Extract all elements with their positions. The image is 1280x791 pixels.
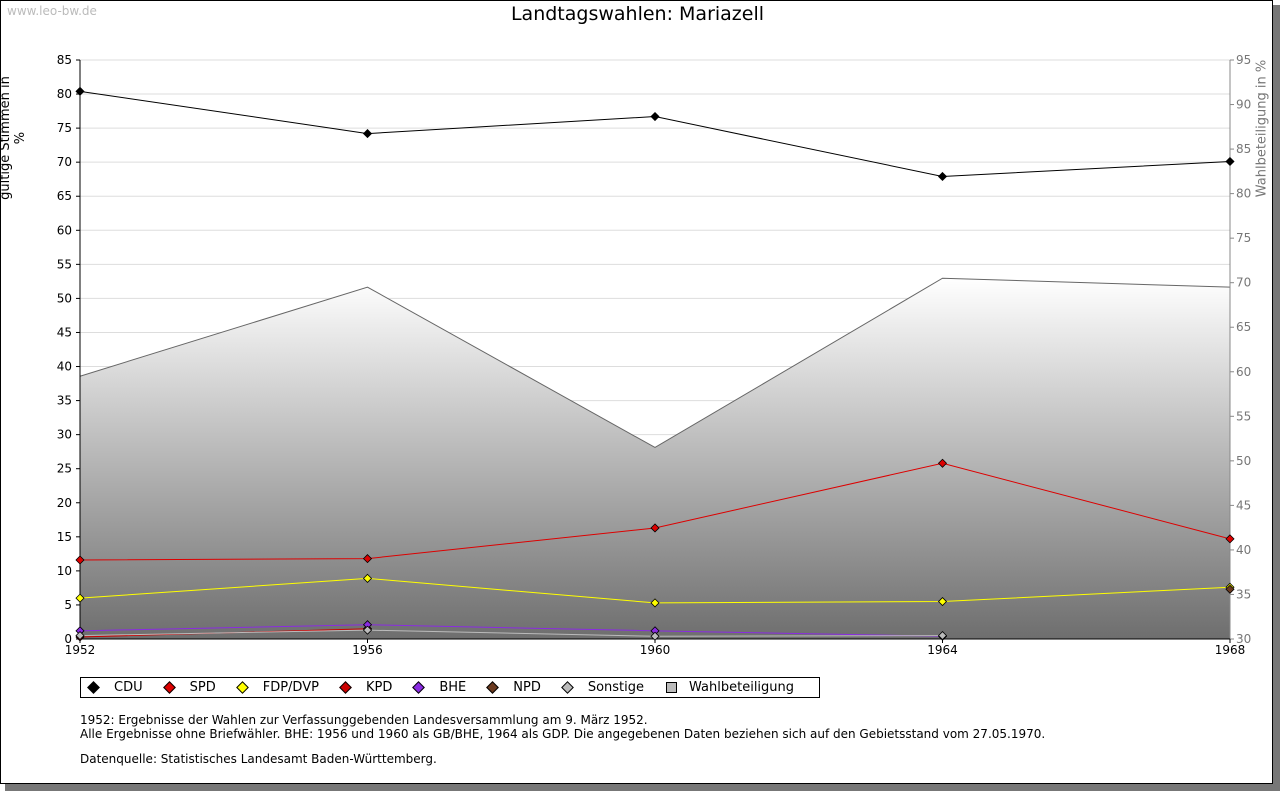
data-point-sonstige — [650, 631, 660, 641]
data-point-sonstige — [362, 625, 373, 635]
y-tick-label-left: 60 — [57, 223, 72, 237]
legend-marker-cdu — [87, 681, 100, 694]
y-tick-label-right: 85 — [1236, 142, 1251, 156]
legend-item-wahlbeteiligung: Wahlbeteiligung — [666, 680, 794, 695]
data-point-fdp-dvp — [362, 573, 373, 583]
y-tick-label-left: 70 — [57, 155, 72, 169]
y-tick-label-left: 5 — [64, 598, 72, 612]
series-line-cdu — [79, 90, 1231, 177]
y-tick-label-left: 55 — [57, 257, 72, 271]
data-point-sonstige — [937, 631, 948, 641]
y-tick-label-left: 40 — [57, 360, 72, 374]
turnout-line — [79, 277, 1231, 449]
y-tick-label-right: 60 — [1236, 365, 1251, 379]
data-point-fdp-dvp — [650, 598, 660, 608]
data-point-cdu — [75, 86, 85, 96]
footnote-line-2: Alle Ergebnisse ohne Briefwähler. BHE: 1… — [80, 727, 1046, 741]
y-tick-label-right: 90 — [1236, 98, 1251, 112]
legend-label-sonstige: Sonstige — [587, 680, 645, 695]
footnotes: 1952: Ergebnisse der Wahlen zur Verfassu… — [80, 713, 1045, 741]
series-line-sonstige — [79, 629, 943, 637]
y-tick-label-left: 30 — [57, 428, 72, 442]
data-point-npd — [1225, 584, 1235, 594]
legend-label-kpd: KPD — [365, 680, 393, 695]
frame-shadow-right — [1273, 5, 1280, 791]
legend-label-wahlbeteiligung: Wahlbeteiligung — [689, 680, 795, 695]
y-tick-label-right: 35 — [1236, 587, 1251, 601]
y-tick-label-right: 40 — [1236, 543, 1251, 557]
legend-label-bhe: BHE — [439, 680, 467, 695]
series-line-bhe — [79, 624, 943, 637]
y-tick-label-left: 75 — [57, 121, 72, 135]
y-tick-label-left: 80 — [57, 87, 72, 101]
x-tick-label: 1952 — [65, 643, 96, 657]
y-tick-label-right: 65 — [1236, 320, 1251, 334]
data-point-cdu — [362, 129, 373, 139]
frame-shadow-bottom — [5, 784, 1280, 791]
data-point-cdu — [1225, 156, 1235, 167]
legend-item-npd: NPD — [486, 680, 541, 695]
legend-item-spd: SPD — [162, 680, 216, 695]
legend: CDU SPD FDP/DVP KPD BHE NPD Sonstige Wahlbeteil… — [80, 677, 820, 698]
data-point-fdp-dvp — [937, 596, 948, 607]
data-point-spd — [650, 523, 660, 533]
y-tick-label-left: 15 — [57, 530, 72, 544]
y-tick-label-left: 35 — [57, 394, 72, 408]
y-tick-label-right: 80 — [1236, 187, 1251, 201]
data-point-spd — [75, 555, 85, 565]
data-source: Datenquelle: Statistisches Landesamt Bad… — [80, 752, 437, 766]
data-point-spd — [1225, 534, 1235, 544]
y-tick-label-right: 50 — [1236, 454, 1251, 468]
y-tick-label-right: 95 — [1236, 53, 1251, 67]
legend-item-kpd: KPD — [339, 680, 393, 695]
legend-marker-spd — [162, 681, 176, 694]
legend-label-cdu: CDU — [114, 680, 143, 695]
chart-title: Landtagswahlen: Mariazell — [510, 3, 765, 25]
y-tick-label-left: 50 — [57, 291, 72, 305]
legend-marker-kpd — [339, 681, 352, 694]
legend-item-sonstige: Sonstige — [560, 680, 645, 695]
legend-marker-fdp-dvp — [235, 681, 249, 694]
legend-label-fdp-dvp: FDP/DVP — [262, 680, 319, 695]
legend-marker-npd — [486, 681, 500, 694]
data-point-spd — [937, 458, 948, 468]
legend-item-fdp-dvp: FDP/DVP — [235, 680, 319, 695]
data-point-sonstige — [75, 631, 85, 641]
legend-marker-bhe — [412, 681, 426, 694]
legend-label-spd: SPD — [189, 680, 216, 695]
turnout-area — [80, 278, 1230, 639]
y-tick-label-right: 30 — [1236, 632, 1251, 646]
y-tick-label-left: 25 — [57, 462, 72, 476]
legend-label-npd: NPD — [513, 680, 541, 695]
x-tick-label: 1964 — [927, 643, 958, 657]
y-tick-label-right: 45 — [1236, 498, 1251, 512]
footnote-line-1: 1952: Ergebnisse der Wahlen zur Verfassu… — [80, 713, 648, 727]
data-point-spd — [362, 554, 373, 564]
y-tick-label-left: 0 — [64, 632, 72, 646]
legend-marker-sonstige — [560, 681, 574, 694]
y-tick-label-right: 75 — [1236, 231, 1251, 245]
legend-marker-wahlbeteiligung — [666, 682, 678, 693]
y-tick-label-left: 45 — [57, 325, 72, 339]
y-axis-label-left: gültige Stimmen in % — [0, 76, 28, 200]
data-point-fdp-dvp — [75, 593, 85, 603]
legend-item-cdu: CDU — [87, 680, 143, 695]
x-tick-label: 1956 — [352, 643, 383, 657]
y-tick-label-left: 65 — [57, 189, 72, 203]
watermark: www.leo-bw.de — [7, 4, 97, 18]
y-axis-label-right: Wahlbeteiligung in % — [1254, 59, 1270, 198]
x-tick-label: 1960 — [640, 643, 671, 657]
legend-item-bhe: BHE — [412, 680, 467, 695]
x-tick-label: 1968 — [1215, 643, 1246, 657]
y-tick-label-left: 20 — [57, 496, 72, 510]
y-tick-label-left: 10 — [57, 564, 72, 578]
data-point-cdu — [650, 111, 660, 122]
y-tick-label-right: 55 — [1236, 409, 1251, 423]
data-point-cdu — [937, 171, 948, 182]
y-tick-label-left: 85 — [57, 53, 72, 67]
y-tick-label-right: 70 — [1236, 276, 1251, 290]
